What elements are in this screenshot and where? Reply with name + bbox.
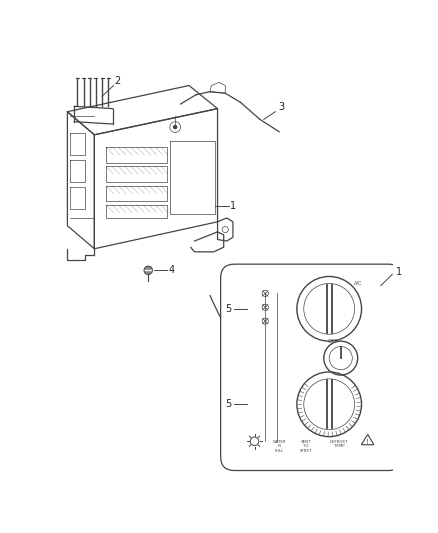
Text: 4: 4 — [169, 265, 175, 276]
Text: A/C: A/C — [353, 280, 362, 285]
Text: 3: 3 — [279, 102, 285, 112]
Text: 2: 2 — [114, 76, 120, 86]
Text: !: ! — [366, 439, 369, 445]
Text: 5: 5 — [225, 399, 231, 409]
Text: OFF: OFF — [328, 339, 338, 344]
Circle shape — [173, 126, 177, 128]
Circle shape — [144, 266, 152, 274]
FancyBboxPatch shape — [221, 264, 403, 471]
Text: 1: 1 — [230, 201, 236, 212]
Text: 5: 5 — [225, 304, 231, 314]
Text: DEFROST
TEMP: DEFROST TEMP — [330, 440, 348, 448]
Text: 1: 1 — [396, 267, 403, 277]
Text: VENT
TO
STRET: VENT TO STRET — [300, 440, 312, 453]
Text: WATER
IN
FULL: WATER IN FULL — [272, 440, 286, 453]
